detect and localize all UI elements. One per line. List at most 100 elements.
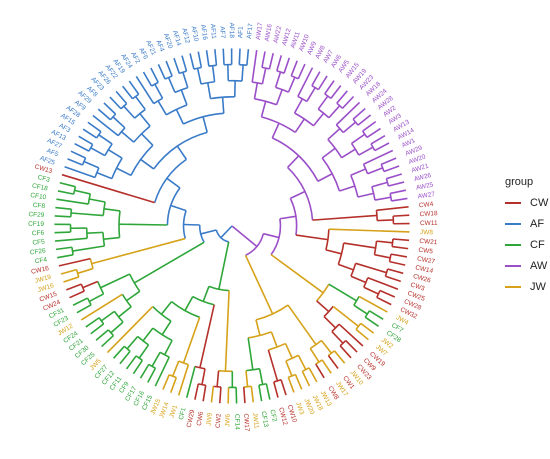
- branch: [120, 131, 135, 143]
- leaf-label: CF2: [268, 409, 278, 423]
- leaf-label: CF6: [32, 230, 45, 237]
- branch: [351, 133, 366, 145]
- branch: [85, 317, 100, 328]
- legend-label: JW: [530, 281, 547, 293]
- branch: [355, 328, 369, 341]
- branch: [246, 49, 250, 66]
- branch-arc: [137, 335, 149, 346]
- branch: [167, 77, 176, 93]
- branch: [261, 51, 266, 68]
- branch: [385, 275, 402, 283]
- branch: [76, 304, 92, 314]
- leaf-label: AW16: [264, 23, 274, 42]
- branch: [116, 167, 132, 177]
- branch-arc: [213, 385, 221, 388]
- branch: [320, 339, 333, 354]
- branch-arc: [85, 228, 89, 239]
- branch-arc: [130, 144, 154, 176]
- branch-arc: [72, 186, 77, 195]
- branch: [353, 304, 368, 315]
- branch: [222, 48, 225, 65]
- branch-arc: [243, 385, 252, 388]
- branch-arc: [375, 210, 379, 221]
- branch: [199, 304, 215, 368]
- branch: [317, 95, 329, 110]
- leaf-label: CF4: [34, 256, 48, 265]
- branch: [140, 133, 154, 146]
- branch: [89, 198, 106, 203]
- branch: [202, 286, 210, 302]
- branch: [103, 207, 121, 212]
- leaf-label: AW21: [411, 163, 430, 175]
- branch: [170, 204, 187, 212]
- branch: [71, 212, 104, 217]
- branch: [184, 296, 194, 312]
- branch: [308, 367, 318, 383]
- branch: [241, 64, 244, 82]
- branch-arc: [287, 166, 314, 221]
- branch: [140, 158, 155, 170]
- leaf-label: JW3: [294, 401, 305, 416]
- branch: [273, 381, 279, 398]
- leaf-label: CF1: [178, 407, 188, 421]
- branch: [224, 290, 230, 372]
- branch: [336, 90, 348, 104]
- leaf-label: CF26: [29, 247, 46, 256]
- branch: [70, 150, 86, 159]
- branch-arc: [388, 253, 392, 262]
- branch: [82, 280, 99, 289]
- legend-label: AF: [530, 218, 544, 230]
- branch: [253, 82, 259, 99]
- branch: [327, 355, 339, 369]
- branch: [100, 310, 115, 322]
- branch: [255, 319, 261, 336]
- leaf-label: AF5: [46, 147, 60, 158]
- branch-arc: [98, 317, 105, 325]
- branch: [393, 214, 410, 217]
- branch: [355, 262, 387, 274]
- leaf-label: AW22: [272, 25, 283, 44]
- branch: [154, 356, 170, 387]
- branch: [350, 275, 367, 284]
- branch: [250, 386, 255, 403]
- leaf-label: AF16: [199, 24, 208, 41]
- leaf-label: CW26: [412, 273, 432, 285]
- branch: [101, 335, 114, 348]
- branch: [271, 122, 280, 139]
- branch: [374, 196, 392, 201]
- branch: [132, 359, 144, 375]
- branch: [389, 260, 406, 266]
- branch: [185, 366, 196, 398]
- leaf-label: CF5: [32, 239, 45, 247]
- branch: [383, 165, 400, 173]
- branch: [133, 241, 205, 284]
- branch: [69, 290, 85, 299]
- branch: [123, 105, 136, 119]
- branch-arc: [248, 331, 272, 339]
- branch-arc: [335, 124, 344, 134]
- branch: [177, 364, 190, 396]
- branch-arc: [113, 310, 124, 323]
- branch: [63, 276, 80, 283]
- branch-arc: [252, 81, 263, 85]
- branch: [367, 276, 399, 290]
- leaf-label: CW29: [186, 409, 197, 428]
- branch: [64, 165, 96, 179]
- branch: [128, 80, 140, 95]
- branch: [327, 128, 341, 141]
- branch-arc: [208, 64, 217, 68]
- branch: [379, 289, 396, 298]
- branch: [274, 71, 282, 88]
- branch: [91, 237, 186, 265]
- branch-arc: [133, 125, 151, 143]
- branch: [360, 322, 375, 334]
- branch-arc: [294, 112, 315, 127]
- branch: [92, 114, 119, 137]
- branch: [90, 147, 106, 157]
- leaf-label: AF25: [39, 155, 56, 167]
- branch: [119, 350, 131, 365]
- branch: [390, 253, 408, 258]
- branch: [358, 146, 374, 156]
- legend-label: CW: [530, 197, 549, 209]
- leaf-label: AF4: [154, 39, 165, 53]
